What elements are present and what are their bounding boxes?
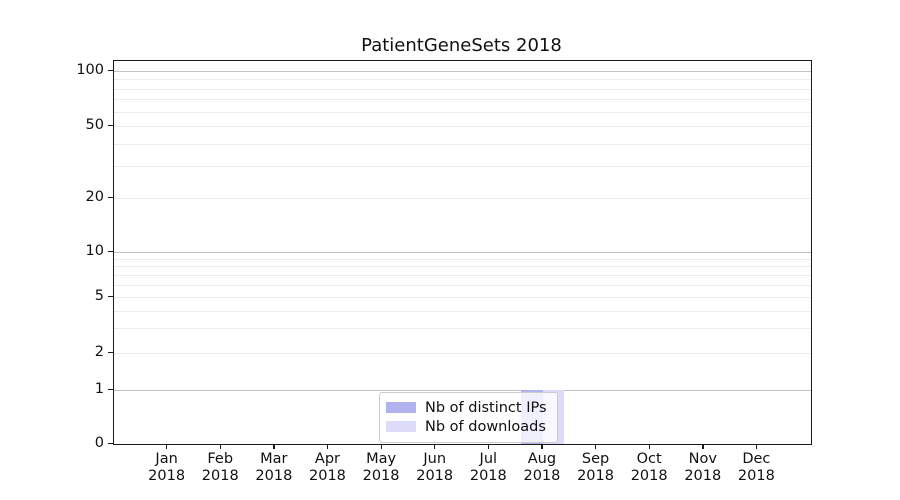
minor-gridline — [114, 266, 811, 268]
x-tick-mark — [487, 444, 490, 449]
x-axis-tick-label: Jun 2018 — [416, 451, 454, 484]
minor-gridline — [114, 285, 811, 287]
labeled-minor-gridline — [114, 353, 811, 354]
minor-gridline — [114, 258, 811, 260]
y-axis-tick-label: 5 — [94, 288, 104, 304]
major-gridline — [114, 390, 811, 391]
plot-area: Nb of distinct IPs Nb of downloads — [113, 60, 812, 445]
legend-label: Nb of distinct IPs — [425, 399, 547, 416]
y-axis-tick-label: 2 — [94, 344, 104, 360]
y-axis-tick-label: 50 — [85, 117, 104, 133]
y-tick-mark — [108, 388, 113, 390]
y-tick-mark — [108, 351, 113, 353]
labeled-minor-gridline — [114, 198, 811, 199]
x-axis-tick-label: Jan 2018 — [148, 451, 186, 484]
x-tick-mark — [273, 444, 275, 449]
y-axis-tick-label: 20 — [85, 189, 104, 205]
y-axis-tick-label: 0 — [94, 435, 104, 451]
labeled-minor-gridline — [114, 126, 811, 127]
minor-gridline — [114, 88, 811, 90]
y-axis-tick-label: 100 — [76, 62, 104, 78]
x-tick-mark — [434, 444, 436, 449]
x-axis-tick-label: Apr 2018 — [309, 451, 346, 484]
legend-item: Nb of distinct IPs — [386, 398, 547, 417]
x-axis-tick-label: Mar 2018 — [255, 451, 293, 484]
x-tick-mark — [380, 444, 382, 449]
minor-gridline — [114, 99, 811, 101]
x-tick-mark — [755, 444, 758, 449]
y-axis-tick-label: 1 — [94, 381, 104, 397]
minor-gridline — [114, 166, 811, 168]
legend-label: Nb of downloads — [425, 418, 546, 435]
minor-gridline — [114, 328, 811, 330]
y-tick-mark — [108, 124, 113, 126]
x-tick-mark — [648, 444, 650, 449]
x-tick-mark — [541, 444, 543, 449]
x-axis-tick-label: Oct 2018 — [630, 451, 668, 484]
y-tick-mark — [108, 250, 113, 252]
legend-swatch — [386, 402, 416, 413]
x-axis-tick-label: Dec 2018 — [737, 451, 775, 484]
y-tick-mark — [108, 442, 113, 444]
x-tick-mark — [219, 444, 222, 449]
chart-title: PatientGeneSets 2018 — [361, 35, 562, 56]
x-tick-mark — [326, 444, 329, 449]
minor-gridline — [114, 111, 811, 113]
x-axis-tick-label: Nov 2018 — [684, 451, 722, 484]
y-tick-mark — [108, 196, 113, 198]
y-tick-mark — [108, 69, 113, 71]
major-gridline — [114, 252, 811, 253]
x-axis-tick-label: May 2018 — [362, 451, 400, 484]
legend-item: Nb of downloads — [386, 417, 547, 436]
minor-gridline — [114, 143, 811, 145]
y-tick-mark — [108, 295, 113, 297]
minor-gridline — [114, 275, 811, 277]
minor-gridline — [114, 310, 811, 312]
legend-swatch — [386, 421, 416, 432]
x-axis-tick-label: Feb 2018 — [201, 451, 239, 484]
x-axis-tick-label: Sep 2018 — [577, 451, 614, 484]
legend: Nb of distinct IPs Nb of downloads — [379, 392, 558, 443]
x-tick-mark — [702, 444, 704, 449]
x-tick-mark — [595, 444, 597, 449]
y-axis-tick-label: 10 — [85, 243, 104, 259]
minor-gridline — [114, 79, 811, 81]
labeled-minor-gridline — [114, 297, 811, 298]
x-axis-tick-label: Aug 2018 — [523, 451, 561, 484]
x-tick-mark — [166, 444, 168, 449]
major-gridline — [114, 71, 811, 72]
x-axis-tick-label: Jul 2018 — [469, 451, 507, 484]
